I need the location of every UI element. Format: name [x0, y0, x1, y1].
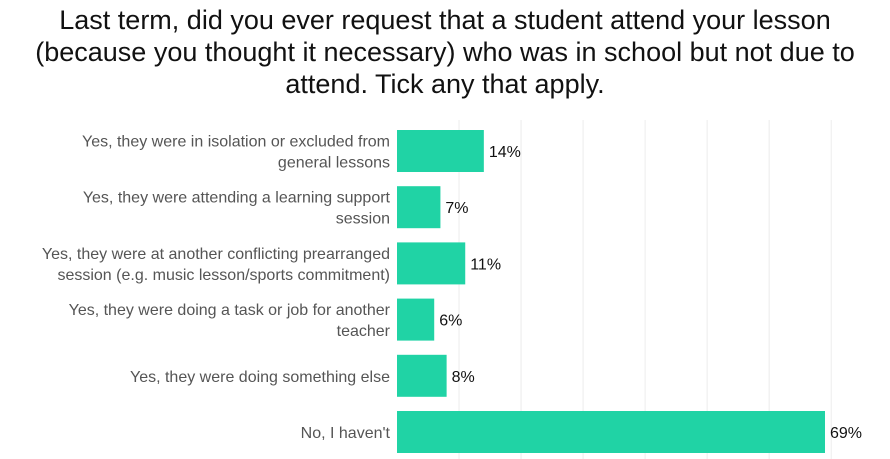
category-label-line: Yes, they were doing a task or job for a…: [69, 302, 391, 319]
data-label: 14%: [489, 144, 521, 161]
category-label: Yes, they were at another conflicting pr…: [42, 246, 390, 284]
category-label-line: session (e.g. music lesson/sports commit…: [57, 267, 390, 284]
labels: 14% Yes, they were in isolation or exclud…: [42, 134, 862, 443]
category-label-line: Yes, they were at another conflicting pr…: [42, 246, 390, 263]
category-label-line: No, I haven't: [301, 425, 391, 442]
category-label-line: Yes, they were in isolation or excluded …: [82, 134, 390, 151]
category-label-line: session: [336, 211, 390, 228]
bar: [397, 354, 447, 397]
bar: [397, 186, 441, 229]
chart-title: Last term, did you ever request that a s…: [35, 5, 855, 99]
category-label: Yes, they were attending a learning supp…: [83, 190, 391, 228]
category-label-line: Yes, they were doing something else: [130, 369, 390, 386]
bars: [397, 130, 825, 453]
data-label: 8%: [452, 369, 475, 386]
category-label: Yes, they were doing something else: [130, 369, 390, 386]
data-label: 11%: [470, 256, 501, 273]
category-label: No, I haven't: [301, 425, 391, 442]
category-label-line: teacher: [337, 323, 391, 340]
category-label: Yes, they were in isolation or excluded …: [82, 134, 390, 172]
bar: [397, 411, 825, 453]
bar: [397, 242, 466, 285]
bar: [397, 130, 484, 172]
data-label: 6%: [439, 313, 462, 330]
gridlines: [458, 120, 832, 459]
category-label: Yes, they were doing a task or job for a…: [69, 302, 391, 340]
data-label: 7%: [445, 200, 468, 217]
data-label: 69%: [830, 425, 862, 442]
bar: [397, 298, 435, 341]
category-label-line: general lessons: [278, 155, 390, 172]
category-label-line: Yes, they were attending a learning supp…: [83, 190, 391, 207]
